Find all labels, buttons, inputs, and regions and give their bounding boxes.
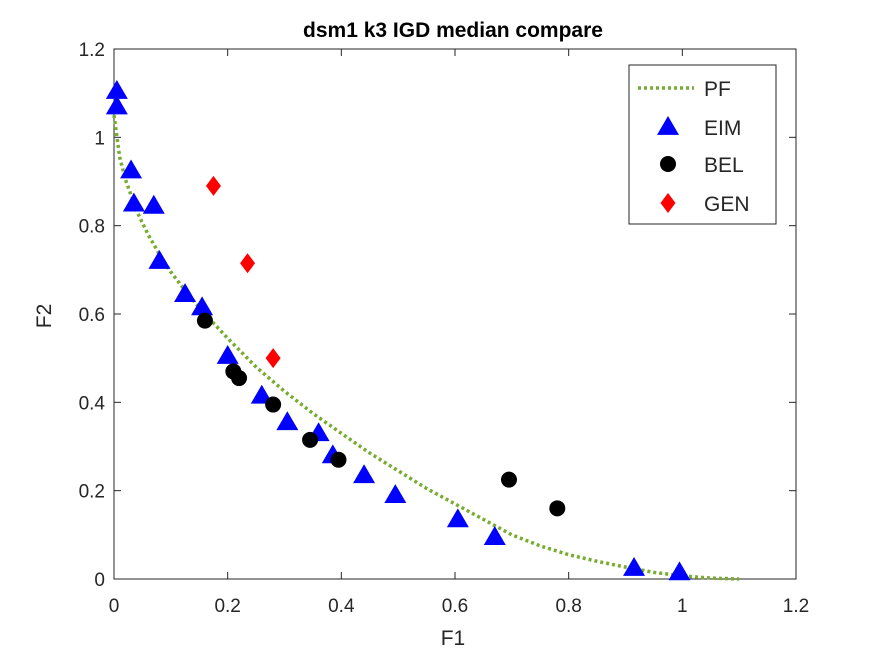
- bel-point: [549, 500, 566, 517]
- series-pf: [112, 114, 740, 581]
- axis-ticks: 0 0.2 0.4 0.6 0.8 1 1.2 0 0.2 0.4 0.6 0.8 1 1.2: [79, 40, 810, 617]
- y-tick-label: 0.4: [79, 393, 106, 414]
- series-layer: [105, 79, 740, 581]
- eim-point: [122, 192, 145, 212]
- y-tick-label: 0: [94, 570, 105, 591]
- legend-box: [628, 64, 777, 225]
- bel-point: [231, 370, 248, 387]
- eim-point: [142, 194, 165, 214]
- legend: PF EIM BEL GEN: [628, 64, 777, 225]
- eim-point: [105, 79, 128, 99]
- y-tick-label: 0.6: [79, 305, 105, 326]
- eim-point: [384, 484, 407, 504]
- legend-swatch-bel: [660, 156, 676, 172]
- y-tick-label: 0.2: [79, 482, 105, 503]
- legend-swatch-gen: [660, 193, 676, 213]
- gen-point: [240, 253, 256, 274]
- eim-point: [120, 159, 143, 179]
- x-tick-label: 0.4: [328, 596, 355, 617]
- eim-point: [483, 526, 506, 545]
- x-tick-label: 0.8: [555, 596, 581, 617]
- y-tick-label: 1.2: [79, 40, 105, 61]
- x-tick-label: 0: [109, 596, 120, 617]
- bel-point: [302, 431, 319, 448]
- series-bel: [196, 312, 566, 517]
- x-tick-label: 0.2: [214, 596, 240, 617]
- bel-point: [500, 471, 517, 488]
- y-tick-label: 0.8: [79, 217, 105, 238]
- eim-point: [191, 296, 214, 316]
- chart-title: dsm1 k3 IGD median compare: [303, 19, 603, 42]
- eim-point: [623, 556, 646, 576]
- series-gen: [205, 175, 281, 369]
- y-axis-label: F2: [33, 304, 56, 329]
- legend-label-gen: GEN: [704, 193, 750, 216]
- eim-point: [105, 95, 128, 115]
- legend-label-pf: PF: [704, 78, 731, 101]
- legend-swatch-eim: [657, 116, 679, 135]
- pf-line: [112, 114, 740, 581]
- bel-point: [330, 451, 347, 468]
- y-tick-label: 1: [94, 128, 105, 149]
- gen-point: [265, 348, 281, 369]
- eim-point: [668, 561, 691, 581]
- eim-point: [276, 411, 299, 431]
- eim-point: [446, 508, 469, 528]
- series-eim: [105, 79, 691, 581]
- x-tick-label: 0.6: [442, 596, 468, 617]
- gen-point: [205, 175, 221, 196]
- legend-label-eim: EIM: [704, 117, 741, 140]
- bel-point: [265, 396, 282, 413]
- x-tick-label: 1: [677, 596, 688, 617]
- eim-point: [174, 283, 197, 303]
- legend-label-bel: BEL: [704, 154, 744, 177]
- bel-point: [196, 312, 213, 329]
- x-tick-label: 1.2: [783, 596, 809, 617]
- eim-point: [148, 250, 171, 269]
- eim-point: [250, 384, 273, 404]
- x-axis-label: F1: [441, 627, 466, 650]
- eim-point: [216, 344, 239, 364]
- eim-point: [353, 464, 376, 484]
